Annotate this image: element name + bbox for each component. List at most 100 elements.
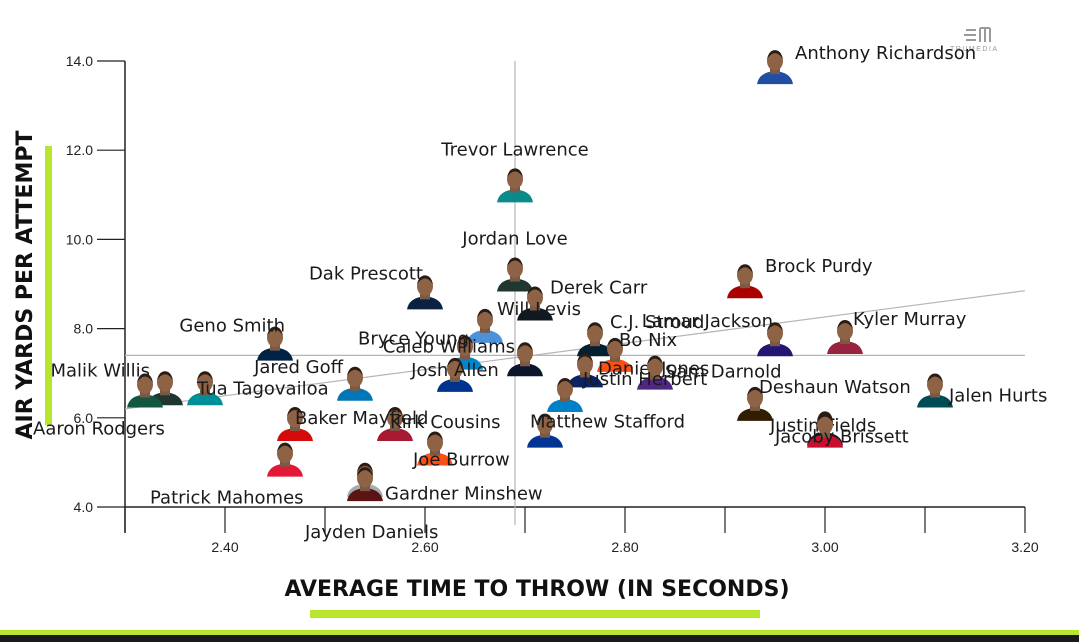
player-head-icon — [607, 339, 623, 359]
player-point-jared-goff: Jared Goff — [253, 357, 373, 401]
player-point-deshaun-watson: Deshaun Watson — [737, 377, 911, 421]
player-head-icon — [157, 372, 173, 392]
player-jersey — [757, 343, 793, 357]
player-label: Jordan Love — [461, 229, 567, 250]
player-label: Lamar Jackson — [642, 311, 773, 332]
player-head-icon — [507, 169, 523, 189]
player-jersey — [347, 488, 383, 502]
player-jersey — [187, 392, 223, 406]
player-label: Baker Mayfield — [295, 408, 428, 429]
player-jersey — [407, 296, 443, 310]
player-neck — [930, 391, 940, 398]
player-jersey — [277, 427, 313, 441]
player-label: Trevor Lawrence — [440, 139, 588, 160]
player-point-dak-prescott: Dak Prescott — [309, 263, 443, 310]
y-axis-accent-bar — [45, 146, 52, 425]
player-point-c-j-stroud: C.J. Stroud — [577, 312, 704, 357]
player-label: Aaron Rodgers — [33, 419, 165, 440]
player-jersey — [547, 398, 583, 412]
player-point-matthew-stafford: Matthew Stafford — [527, 412, 685, 448]
player-hair — [747, 386, 763, 396]
player-label: Kirk Cousins — [390, 412, 501, 433]
player-hair — [767, 50, 783, 60]
player-head-icon — [137, 375, 153, 394]
y-tick-label: 10.0 — [66, 231, 93, 247]
player-jersey — [377, 427, 413, 441]
player-point-malik-willis: Malik Willis — [51, 360, 183, 406]
x-ticks: 2.40 2.60 2.80 3.00 3.20 — [124, 507, 1039, 555]
player-point-kyler-murray: Kyler Murray — [827, 309, 967, 354]
player-head-icon — [537, 415, 553, 435]
player-neck — [350, 384, 360, 391]
player-hair — [587, 322, 603, 332]
y-tick-label: 12.0 — [66, 142, 93, 158]
player-point-will-levis: Will Levis — [467, 299, 581, 343]
player-jersey — [807, 434, 843, 448]
player-jersey — [567, 374, 603, 388]
x-tick-label: 2.60 — [411, 539, 438, 555]
player-hair — [607, 337, 623, 347]
player-hair — [647, 355, 663, 365]
player-head-icon — [457, 337, 473, 357]
player-hair — [197, 371, 213, 381]
player-point-jordan-love: Jordan Love — [461, 229, 568, 292]
player-label: Tua Tagovailoa — [196, 378, 329, 399]
player-jersey — [127, 394, 163, 408]
player-neck — [770, 68, 780, 75]
player-point-geno-smith: Geno Smith — [179, 316, 293, 361]
player-neck — [650, 373, 660, 380]
player-label: Josh Allen — [410, 360, 499, 381]
player-point-aaron-rodgers: Aaron Rodgers — [33, 373, 165, 440]
player-hair — [447, 357, 463, 367]
player-head-icon — [767, 323, 783, 343]
trend-line — [124, 290, 1026, 410]
x-axis-title: AVERAGE TIME TO THROW (IN SECONDS) — [284, 577, 789, 602]
player-head-icon — [527, 288, 543, 308]
player-head-icon — [267, 328, 283, 348]
player-hair — [517, 342, 533, 352]
player-head-icon — [477, 310, 493, 330]
player-jersey — [827, 340, 863, 354]
x-tick-label: 3.20 — [1011, 539, 1038, 555]
player-neck — [430, 449, 440, 456]
player-neck — [450, 375, 460, 382]
player-hair — [267, 326, 283, 336]
player-hair — [417, 275, 433, 285]
player-head-icon — [357, 468, 373, 488]
player-label: Caleb Williams — [383, 336, 515, 357]
player-label: Anthony Richardson — [795, 43, 976, 64]
player-head-icon — [287, 408, 303, 428]
player-head-icon — [577, 354, 593, 374]
player-neck — [160, 389, 170, 396]
player-head-icon — [767, 51, 783, 71]
player-point-bo-nix: Bo Nix — [597, 330, 678, 372]
player-point-trevor-lawrence: Trevor Lawrence — [440, 139, 589, 203]
player-neck — [520, 360, 530, 367]
player-label: Malik Willis — [51, 360, 151, 381]
player-head-icon — [817, 415, 833, 435]
player-neck — [750, 404, 760, 411]
player-hair — [277, 442, 293, 452]
player-neck — [560, 395, 570, 402]
player-hair — [527, 286, 543, 296]
player-point-baker-mayfield: Baker Mayfield — [277, 406, 428, 441]
x-tick-label: 2.80 — [611, 539, 638, 555]
player-neck — [270, 344, 280, 351]
player-hair — [387, 406, 403, 416]
player-hair — [457, 335, 473, 345]
player-label: Sam Darnold — [665, 362, 782, 383]
player-label: Dak Prescott — [309, 263, 423, 284]
player-neck — [610, 355, 620, 362]
y-axis-title: AIR YARDS PER ATTEMPT — [13, 130, 38, 439]
player-head-icon — [647, 357, 663, 377]
player-jersey — [727, 285, 763, 299]
player-hair — [427, 431, 443, 441]
player-head-icon — [277, 444, 293, 464]
bottom-accent-stripe — [0, 630, 1079, 635]
player-head-icon — [197, 372, 213, 392]
player-jersey — [637, 376, 673, 390]
x-tick-label: 2.40 — [211, 539, 238, 555]
player-neck — [420, 293, 430, 300]
player-hair — [347, 366, 363, 376]
player-head-icon — [507, 259, 523, 279]
